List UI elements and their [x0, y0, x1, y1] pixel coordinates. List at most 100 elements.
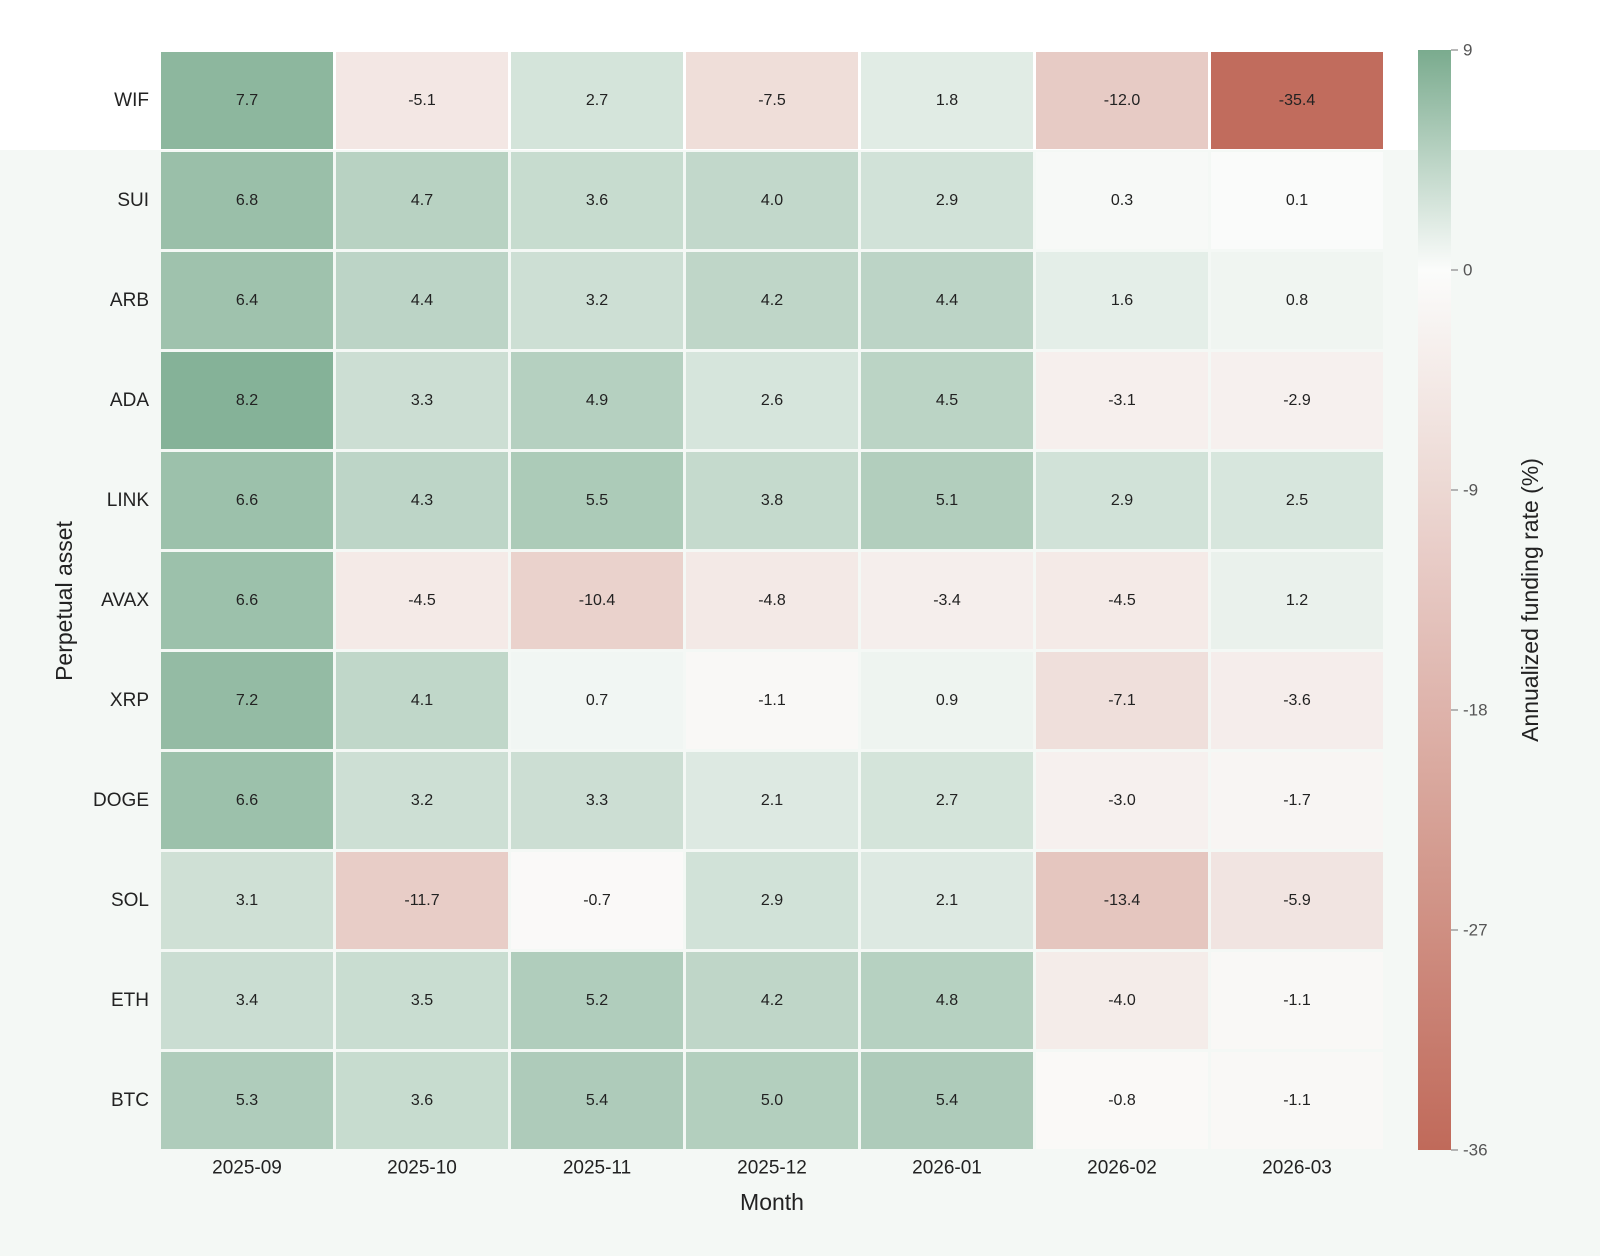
heatmap-cell	[686, 552, 858, 649]
cell-value-label: 5.0	[761, 1092, 783, 1109]
cell-value-label: 6.8	[236, 192, 258, 209]
colorbar-tick-label: 0	[1463, 261, 1472, 280]
cell-value-label: -1.1	[1283, 992, 1311, 1009]
heatmap-cell	[336, 352, 508, 449]
heatmap-cell	[686, 152, 858, 249]
cell-value-label: 5.2	[586, 992, 608, 1009]
cell-value-label: 3.4	[236, 992, 258, 1009]
heatmap-cell	[161, 952, 333, 1049]
heatmap-cell	[686, 752, 858, 849]
colorbar-tick-label: -18	[1463, 701, 1488, 720]
x-tick-label: 2025-10	[387, 1158, 457, 1179]
cell-value-label: -11.7	[404, 892, 439, 909]
y-axis-title: Perpetual asset	[51, 520, 77, 680]
cell-value-label: -1.1	[758, 692, 786, 709]
heatmap-cell	[161, 652, 333, 749]
y-tick-label: SOL	[111, 890, 149, 911]
cell-value-label: 2.7	[936, 792, 958, 809]
cell-value-label: 3.3	[586, 792, 608, 809]
cell-value-label: 1.8	[936, 92, 958, 109]
cell-value-label: 2.9	[1111, 492, 1133, 509]
y-tick-labels: WIF SUI ARB ADA LINK AVAX XRP DOGE SOL ETH BTC	[93, 90, 149, 1111]
heatmap-cell	[336, 52, 508, 149]
heatmap-cell	[511, 452, 683, 549]
y-tick-label: XRP	[110, 690, 149, 711]
heatmap-cell	[161, 852, 333, 949]
cell-value-label: 3.2	[411, 792, 433, 809]
heatmap-cell	[1036, 952, 1208, 1049]
cell-value-label: 2.6	[761, 392, 783, 409]
colorbar-title: Annualized funding rate (%)	[1517, 458, 1543, 742]
cell-value-label: 5.4	[586, 1092, 608, 1109]
x-tick-label: 2025-09	[212, 1158, 282, 1179]
heatmap-cells: 7.7 -5.1 2.7 -7.5 1.8 -12.0 -35.4 6.8 4.7 3.6 4.0 2…	[161, 52, 1383, 1149]
cell-value-label: 2.7	[586, 92, 608, 109]
heatmap-cell	[1036, 652, 1208, 749]
heatmap-cell	[336, 652, 508, 749]
heatmap-cell	[1211, 252, 1383, 349]
cell-value-label: 4.0	[761, 192, 783, 209]
heatmap-cell	[511, 352, 683, 449]
x-tick-labels: 2025-09 2025-10 2025-11 2025-12 2026-01 2026-…	[212, 1158, 1332, 1179]
heatmap-cell	[1211, 752, 1383, 849]
cell-value-label: 0.9	[936, 692, 958, 709]
x-tick-label: 2026-02	[1087, 1158, 1157, 1179]
cell-value-label: -10.4	[579, 592, 616, 609]
x-tick-label: 2025-12	[737, 1158, 807, 1179]
cell-value-label: 1.6	[1111, 292, 1133, 309]
x-tick-label: 2026-01	[912, 1158, 982, 1179]
cell-value-label: 3.1	[236, 892, 258, 909]
heatmap-cell	[1036, 852, 1208, 949]
cell-value-label: 2.9	[761, 892, 783, 909]
cell-value-label: -3.1	[1108, 392, 1136, 409]
heatmap-cell	[861, 52, 1033, 149]
heatmap-cell	[1211, 1052, 1383, 1149]
heatmap-cell	[511, 552, 683, 649]
heatmap-cell	[336, 252, 508, 349]
y-tick-label: AVAX	[101, 590, 149, 611]
cell-value-label: 4.8	[936, 992, 958, 1009]
heatmap-cell	[161, 552, 333, 649]
heatmap-cell	[1211, 952, 1383, 1049]
heatmap-cell	[861, 1052, 1033, 1149]
heatmap-cell	[1211, 552, 1383, 649]
heatmap-cell	[1036, 252, 1208, 349]
cell-value-label: -3.6	[1283, 692, 1311, 709]
heatmap-cell	[861, 952, 1033, 1049]
heatmap-cell	[686, 252, 858, 349]
heatmap-cell	[861, 352, 1033, 449]
cell-value-label: 8.2	[236, 392, 258, 409]
cell-value-label: 2.1	[761, 792, 783, 809]
cell-value-label: -0.8	[1108, 1092, 1136, 1109]
heatmap-cell	[686, 352, 858, 449]
heatmap-cell	[861, 452, 1033, 549]
y-tick-label: DOGE	[93, 790, 149, 811]
cell-value-label: -3.0	[1108, 792, 1136, 809]
cell-value-label: -0.7	[583, 892, 611, 909]
cell-value-label: -1.7	[1283, 792, 1311, 809]
colorbar-tick-label: -36	[1463, 1141, 1488, 1160]
heatmap-cell	[861, 252, 1033, 349]
cell-value-label: 4.2	[761, 992, 783, 1009]
heatmap-cell	[861, 852, 1033, 949]
heatmap-cell	[161, 752, 333, 849]
cell-value-label: -5.1	[408, 92, 436, 109]
y-tick-label: LINK	[107, 490, 150, 511]
heatmap-cell	[336, 852, 508, 949]
cell-value-label: -4.5	[1108, 592, 1136, 609]
cell-value-label: -12.0	[1104, 92, 1141, 109]
heatmap-cell	[336, 1052, 508, 1149]
colorbar-ticks: 9 0 -9 -18 -27 -36	[1451, 41, 1488, 1160]
colorbar-gradient	[1418, 50, 1451, 1150]
heatmap-cell	[336, 752, 508, 849]
heatmap-cell	[1036, 1052, 1208, 1149]
heatmap-cell	[1211, 352, 1383, 449]
heatmap-cell	[1036, 752, 1208, 849]
y-tick-label: ETH	[111, 990, 149, 1011]
cell-value-label: 2.1	[936, 892, 958, 909]
x-tick-label: 2025-11	[563, 1158, 631, 1179]
heatmap-cell	[161, 152, 333, 249]
heatmap-cell	[511, 852, 683, 949]
cell-value-label: 4.5	[936, 392, 958, 409]
heatmap-cell	[686, 852, 858, 949]
